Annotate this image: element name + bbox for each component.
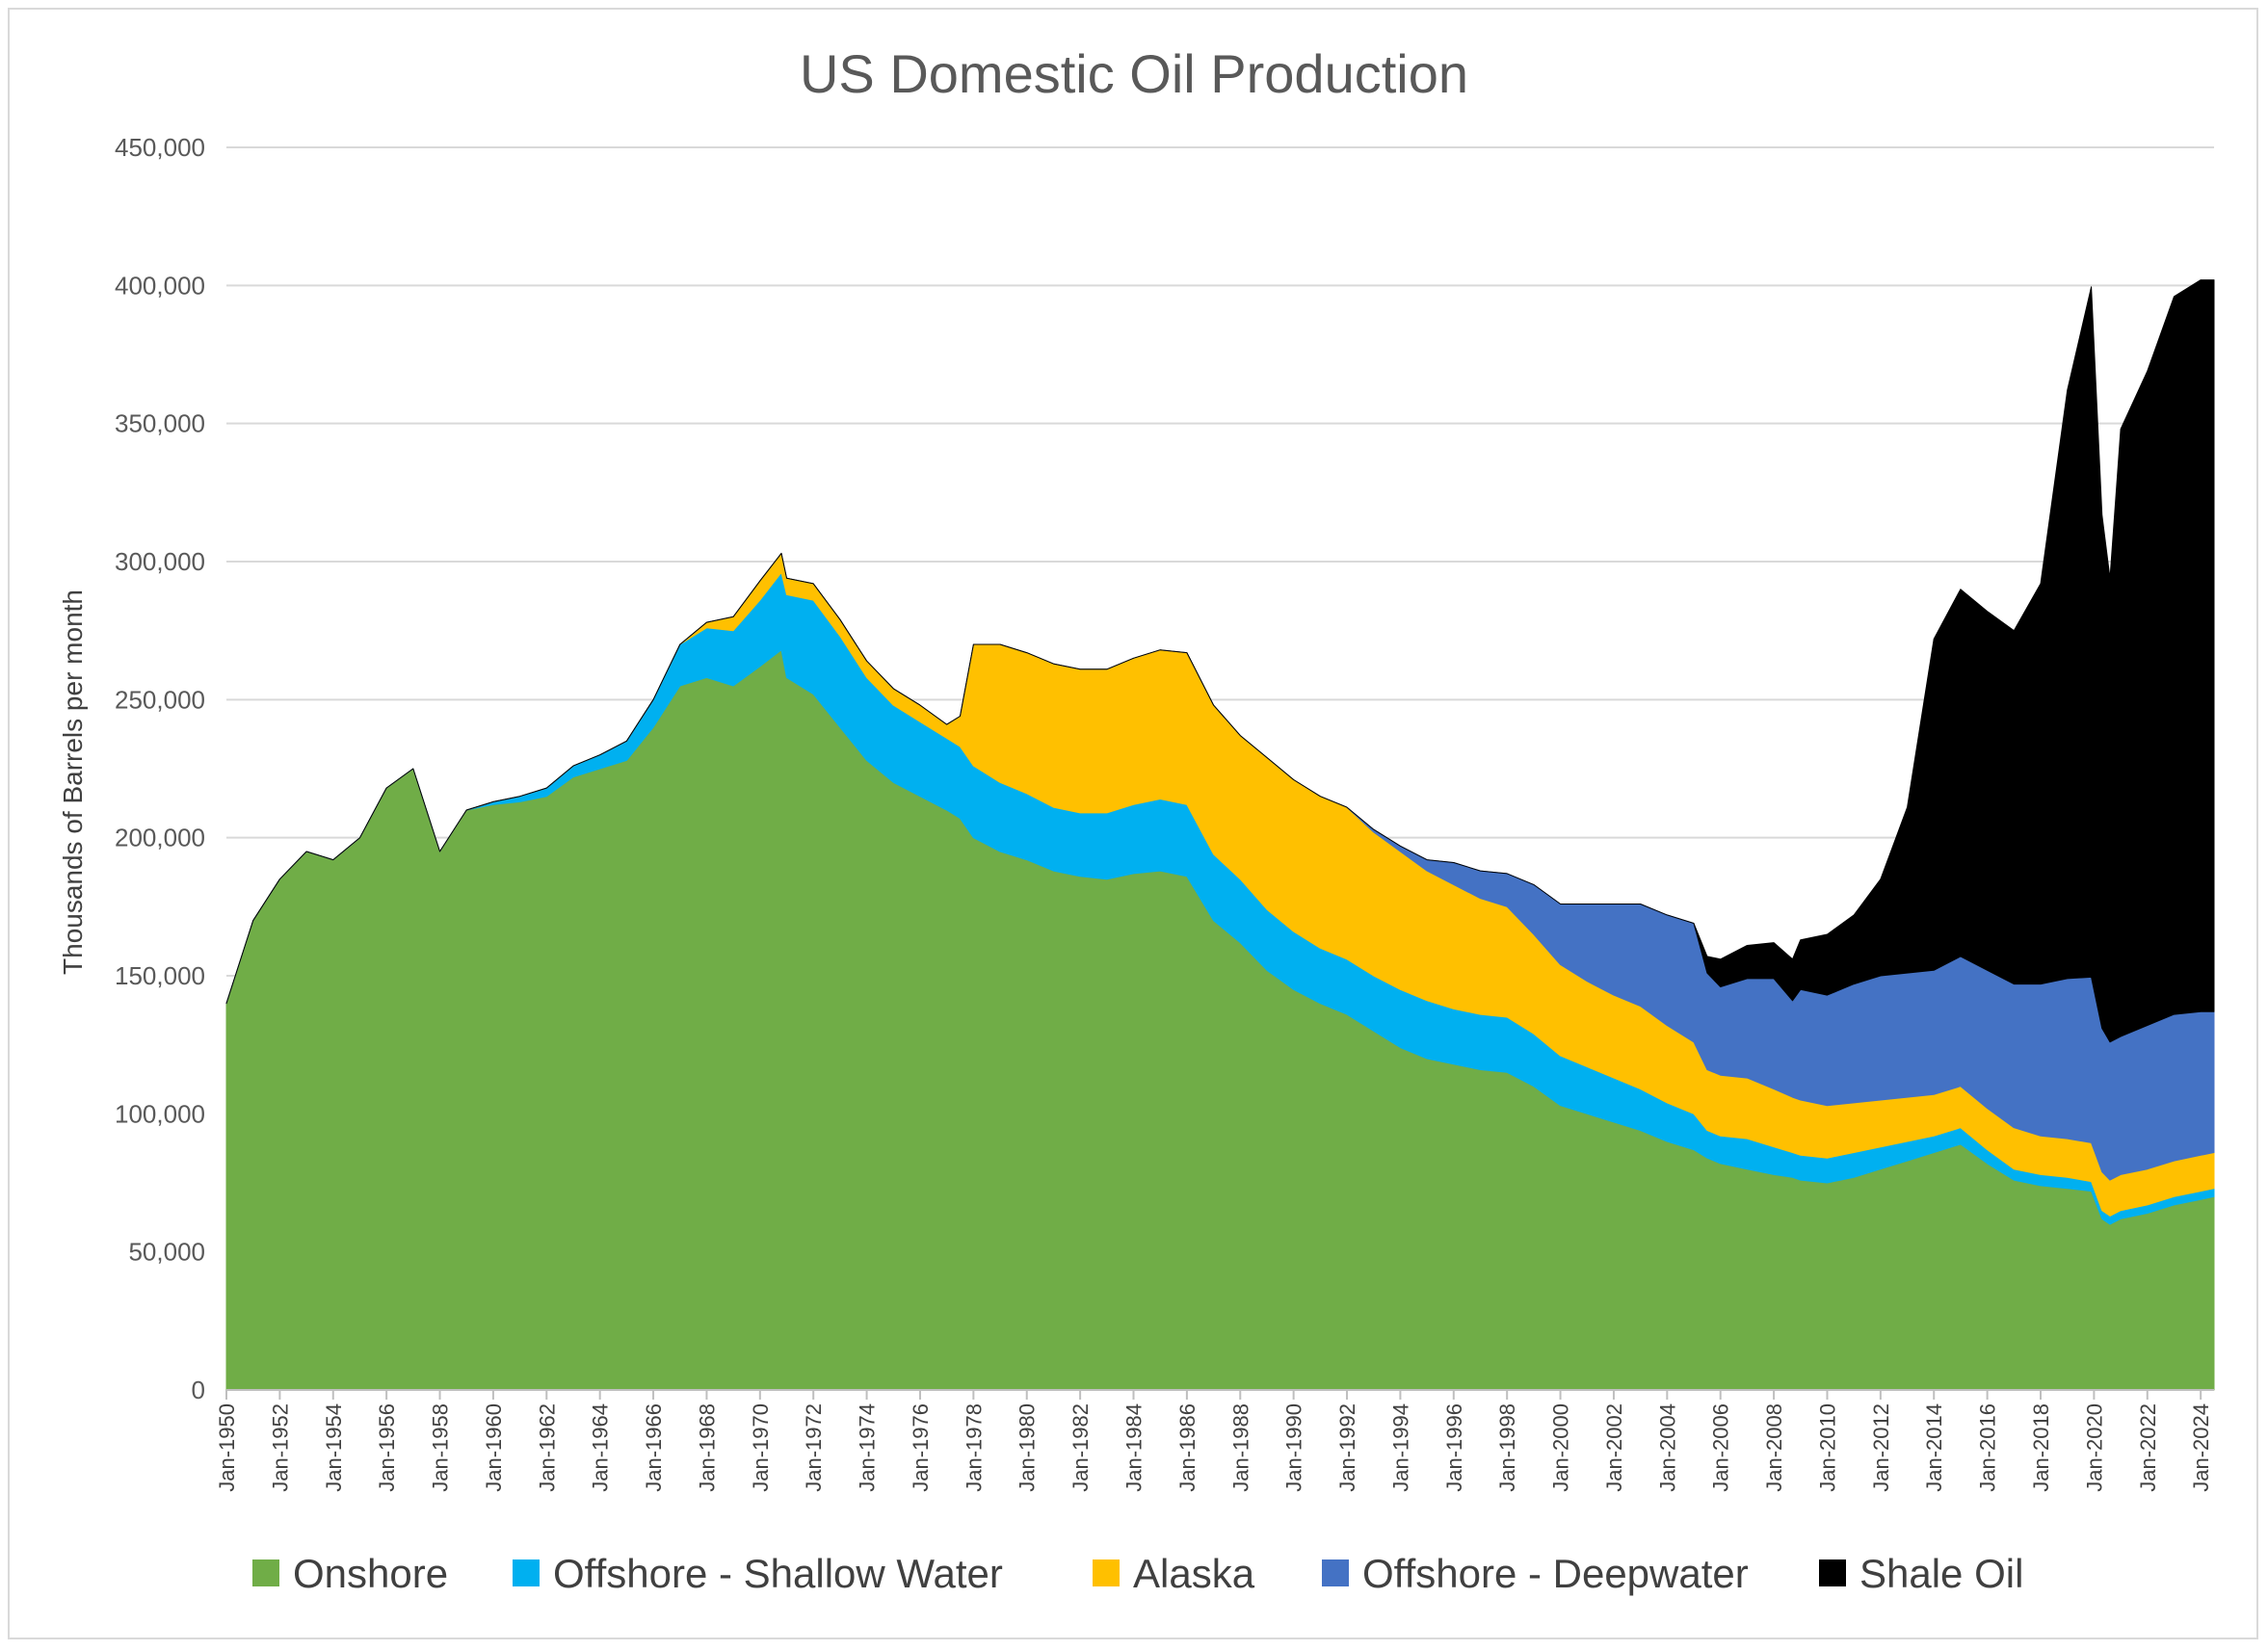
x-tick-label: Jan-1972	[802, 1403, 826, 1492]
x-tick-label: Jan-1950	[215, 1403, 239, 1492]
legend-swatch	[252, 1559, 279, 1586]
y-tick-label: 100,000	[115, 1099, 205, 1128]
x-tick-label: Jan-2006	[1709, 1403, 1733, 1492]
x-tick-label: Jan-1958	[429, 1403, 453, 1492]
legend-label: Offshore - Deepwater	[1362, 1551, 1749, 1596]
x-tick-label: Jan-2022	[2136, 1403, 2160, 1492]
x-tick-label: Jan-2014	[1922, 1403, 1946, 1492]
legend-swatch	[513, 1559, 540, 1586]
x-tick-label: Jan-2024	[2189, 1403, 2213, 1492]
x-tick-label: Jan-1986	[1175, 1403, 1200, 1492]
x-tick-label: Jan-1974	[856, 1403, 880, 1492]
x-tick-label: Jan-2008	[1762, 1403, 1786, 1492]
x-tick-label: Jan-1994	[1388, 1403, 1412, 1492]
legend-label: Shale Oil	[1859, 1551, 2023, 1596]
x-tick-label: Jan-2020	[2082, 1403, 2106, 1492]
x-tick-label: Jan-1982	[1068, 1403, 1093, 1492]
y-tick-label: 150,000	[115, 961, 205, 990]
legend-swatch	[1093, 1559, 1120, 1586]
x-tick-label: Jan-1998	[1495, 1403, 1519, 1492]
legend-label: Onshore	[293, 1551, 448, 1596]
x-tick-label: Jan-2010	[1816, 1403, 1840, 1492]
y-tick-label: 300,000	[115, 547, 205, 576]
x-tick-label: Jan-1970	[749, 1403, 773, 1492]
y-tick-label: 400,000	[115, 271, 205, 300]
x-tick-label: Jan-1976	[909, 1403, 933, 1492]
x-tick-label: Jan-1990	[1282, 1403, 1306, 1492]
series-area-shale-oil	[225, 279, 2215, 1043]
x-tick-label: Jan-1968	[695, 1403, 719, 1492]
y-tick-label: 450,000	[115, 133, 205, 162]
x-tick-label: Jan-1980	[1015, 1403, 1040, 1492]
x-tick-label: Jan-1984	[1122, 1403, 1147, 1492]
x-tick-label: Jan-1954	[322, 1403, 346, 1492]
axes: Jan-1950 Jan-1952 Jan-1954 Jan-1956 Jan-1958…	[215, 1389, 2214, 1492]
x-tick-label: Jan-2002	[1602, 1403, 1626, 1492]
x-tick-label: Jan-1964	[589, 1403, 613, 1492]
legend-swatch	[1819, 1559, 1846, 1586]
legend-label: Alaska	[1133, 1551, 1255, 1596]
x-tick-label: Jan-1956	[375, 1403, 399, 1492]
legend: Onshore Offshore - Shallow Water Alaska Off…	[252, 1551, 2023, 1596]
x-tick-label: Jan-2012	[1869, 1403, 1893, 1492]
legend-label: Offshore - Shallow Water	[553, 1551, 1003, 1596]
x-tick-label: Jan-1996	[1442, 1403, 1466, 1492]
legend-swatch	[1322, 1559, 1349, 1586]
x-tick-label: Jan-1978	[962, 1403, 986, 1492]
x-tick-label: Jan-1988	[1228, 1403, 1253, 1492]
x-tick-label: Jan-1992	[1335, 1403, 1359, 1492]
x-tick-label: Jan-2000	[1549, 1403, 1573, 1492]
x-tick-label: Jan-1966	[642, 1403, 666, 1492]
x-tick-label: Jan-2016	[1976, 1403, 2000, 1492]
x-tick-label: Jan-1962	[535, 1403, 559, 1492]
y-tick-label: 200,000	[115, 824, 205, 852]
y-tick-label: 350,000	[115, 409, 205, 438]
y-tick-label: 50,000	[128, 1238, 205, 1267]
x-tick-label: Jan-2004	[1655, 1403, 1679, 1492]
chart-title: US Domestic Oil Production	[800, 43, 1468, 104]
x-tick-label: Jan-2018	[2029, 1403, 2053, 1492]
y-tick-label: 250,000	[115, 685, 205, 714]
y-axis-label: Thousands of Barrels per month	[58, 590, 88, 975]
x-tick-label: Jan-1952	[268, 1403, 292, 1492]
x-tick-label: Jan-1960	[482, 1403, 506, 1492]
stacked-areas	[225, 279, 2215, 1391]
y-tick-label: 0	[192, 1376, 205, 1404]
